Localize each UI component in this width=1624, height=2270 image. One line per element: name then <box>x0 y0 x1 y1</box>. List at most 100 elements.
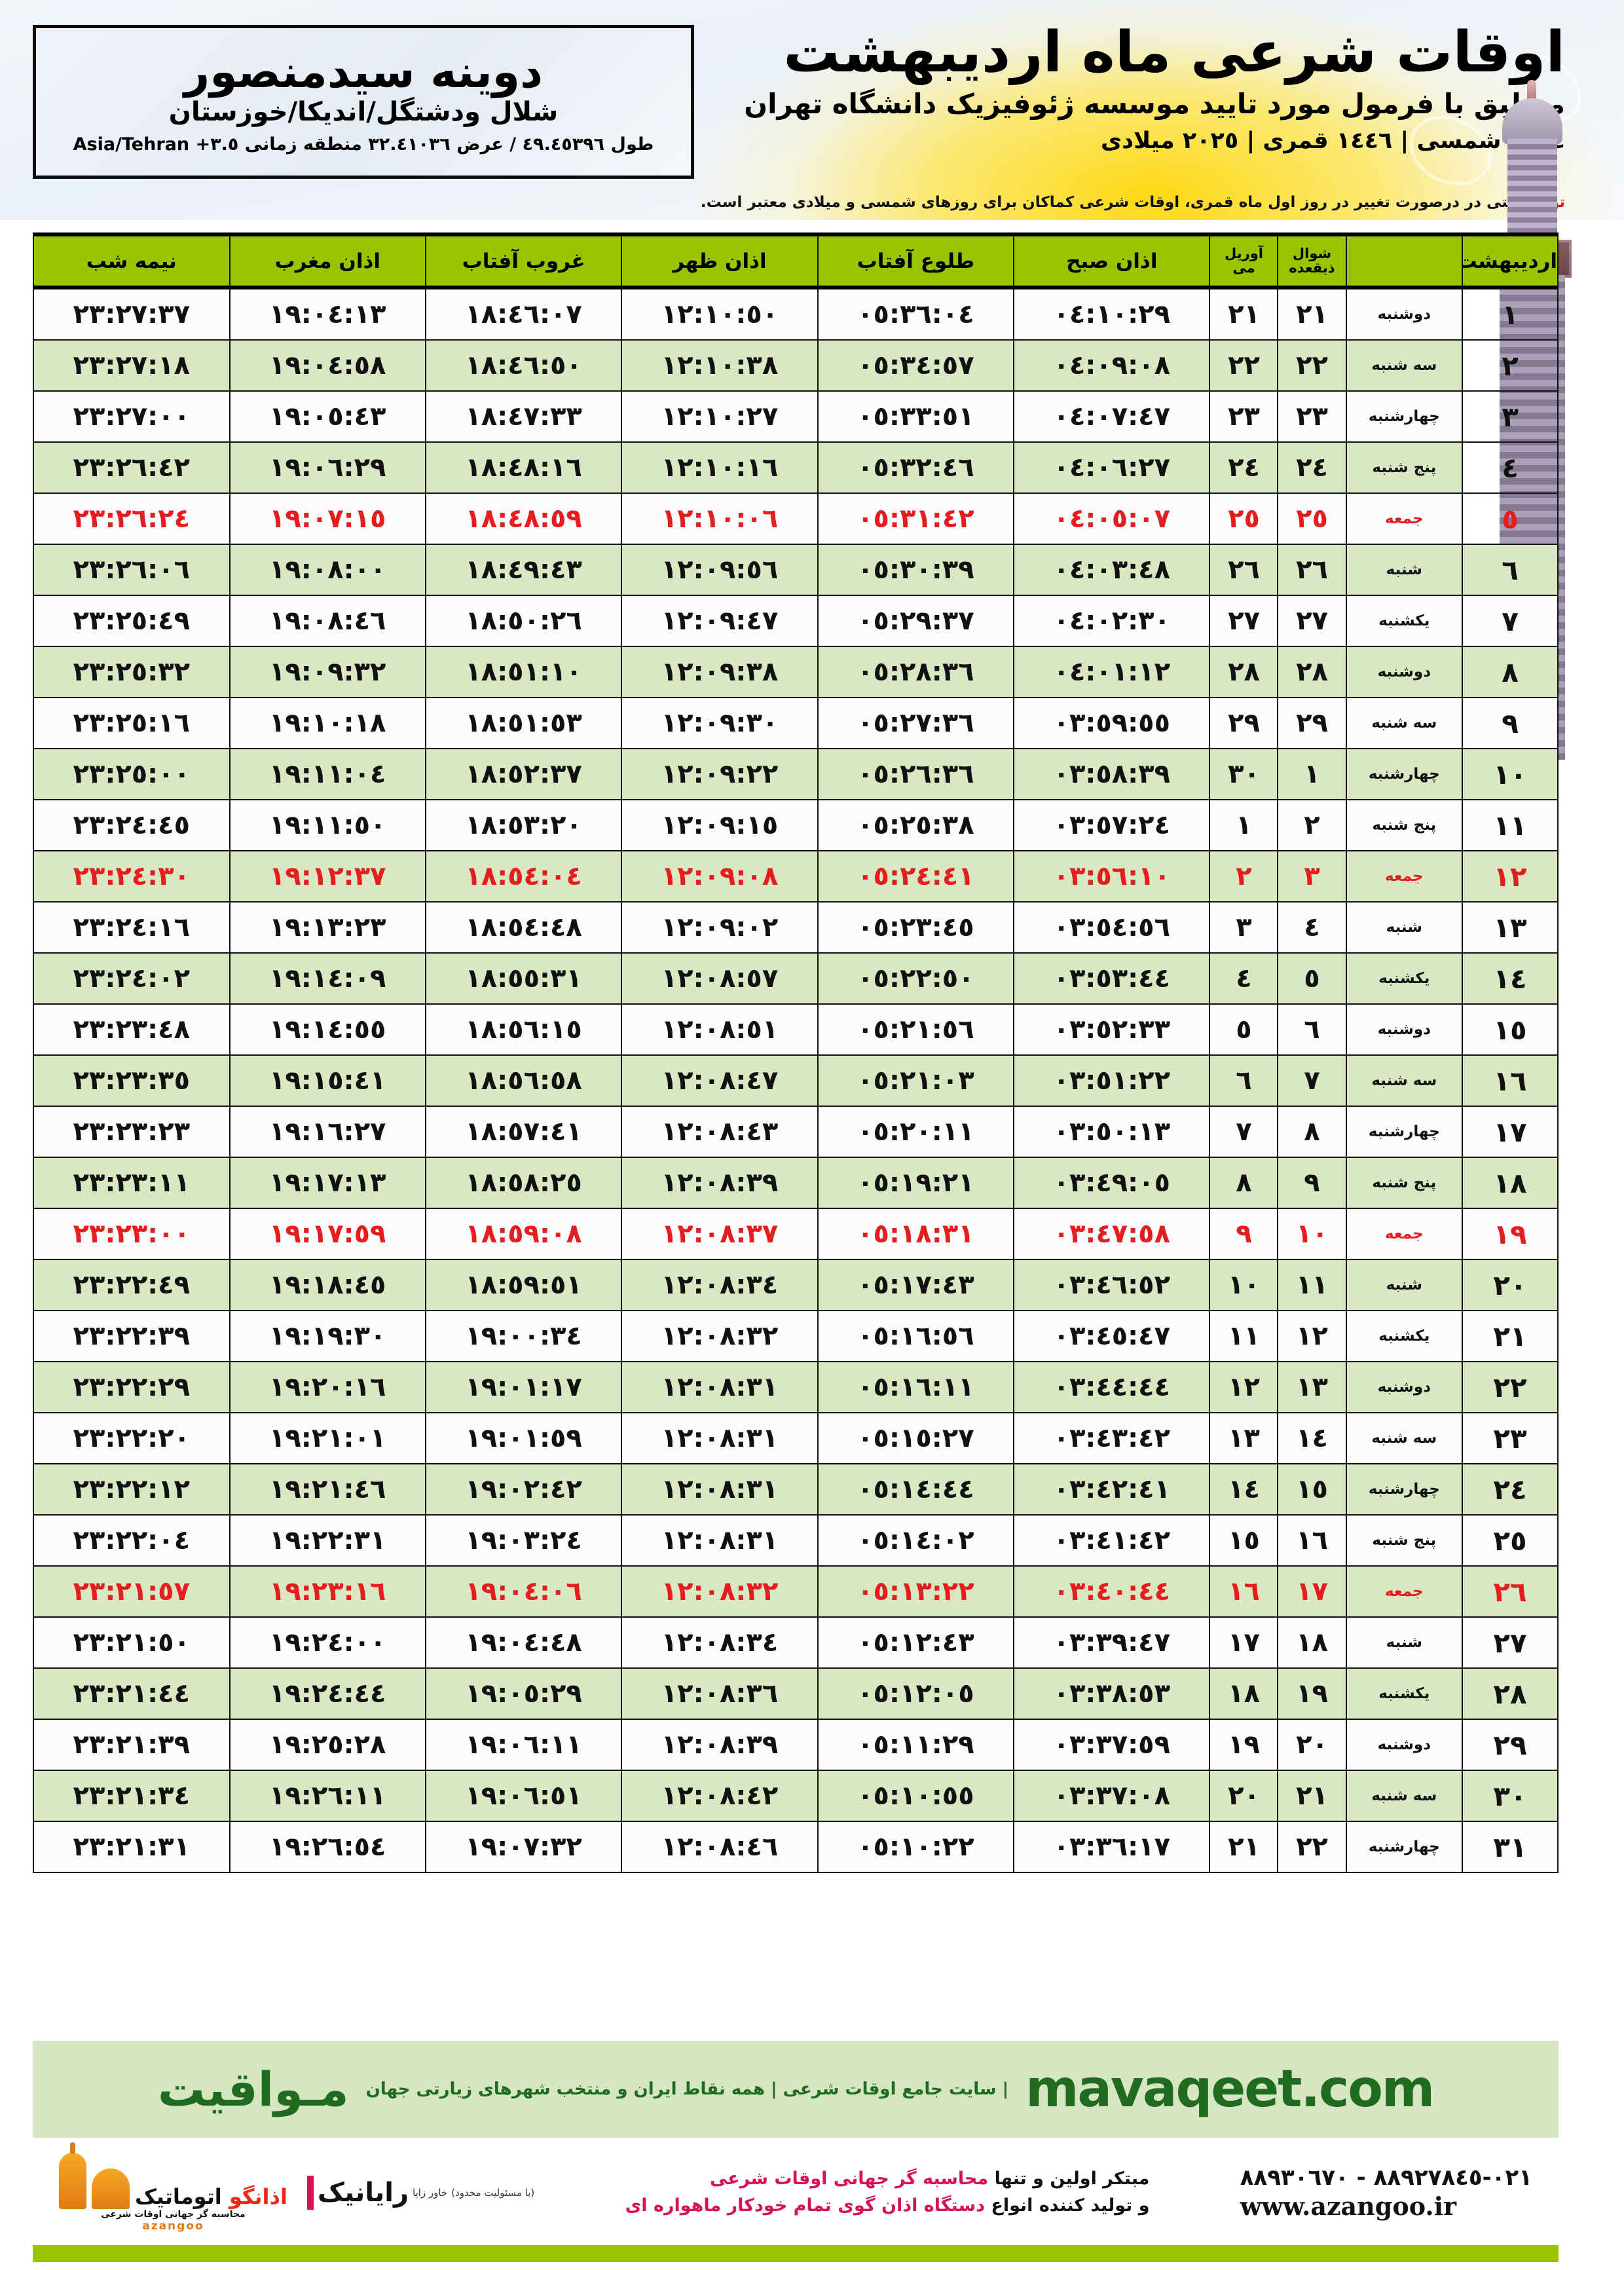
cell-fajr: ٠٣:٥٢:٣٣ <box>1013 1003 1211 1056</box>
cell-maghrib: ١٩:٢٣:١٦ <box>229 1565 426 1618</box>
cell-sunset: ١٨:٤٦:٥٠ <box>424 339 623 392</box>
cell-qamari: ١٠ <box>1277 1208 1347 1260</box>
table-row: ٢١ یکشنبه ١٢ ١١ ٠٣:٤٥:٤٧ ٠٥:١٦:٥٦ ١٢:٠٨:٣٢ ١٩:٠… <box>33 1310 1559 1362</box>
cell-fajr: ٠٣:٤٣:٤٢ <box>1013 1412 1211 1464</box>
cell-dhuhr: ١٢:٠٨:٤٢ <box>621 1770 819 1822</box>
contact-website[interactable]: www.azangoo.ir <box>1240 2191 1457 2222</box>
cell-dhuhr: ١٢:٠٩:١٥ <box>621 799 819 851</box>
cell-fajr: ٠٣:٥٧:٢٤ <box>1013 799 1211 851</box>
cell-maghrib: ١٩:١٤:٠٩ <box>229 952 426 1005</box>
cell-midnight: ٢٣:٢٦:٠٦ <box>33 544 231 596</box>
cell-miladi: ٩ <box>1209 1208 1279 1260</box>
table-row: ١٥ دوشنبه ٦ ٥ ٠٣:٥٢:٣٣ ٠٥:٢١:٥٦ ١٢:٠٨:٥١ ١٨:٥٦:… <box>33 1003 1559 1056</box>
col-header-miladi-may: می <box>1232 259 1255 276</box>
cell-maghrib: ١٩:٠٤:٥٨ <box>229 339 426 392</box>
col-header-qamari-dhulqada: ذیقعده <box>1289 259 1335 276</box>
cell-sunset: ١٨:٥٤:٤٨ <box>424 901 623 954</box>
cell-fajr: ٠٣:٤٠:٤٤ <box>1013 1565 1211 1618</box>
cell-dhuhr: ١٢:٠٨:٣٤ <box>621 1616 819 1669</box>
cell-qamari: ١٢ <box>1277 1310 1347 1362</box>
cell-fajr: ٠٣:٣٧:٥٩ <box>1013 1719 1211 1771</box>
cell-miladi: ٢٨ <box>1209 646 1279 698</box>
cell-miladi: ١٣ <box>1209 1412 1279 1464</box>
table-row: ٥ جمعه ٢٥ ٢٥ ٠٤:٠٥:٠٧ ٠٥:٣١:٤٢ ١٢:١٠:٠٦ ١٨:٤٨:٥… <box>33 493 1559 545</box>
page-banner: اوقات شرعی ماه اردیبهشت منطبق با فرمول م… <box>0 0 1624 220</box>
cell-qamari: ١٤ <box>1277 1412 1347 1464</box>
cell-sunrise: ٠٥:١٤:٤٤ <box>817 1463 1015 1516</box>
table-row: ٢٤ چهارشنبه ١٥ ١٤ ٠٣:٤٢:٤١ ٠٥:١٤:٤٤ ١٢:٠٨:٣١ ١٩… <box>33 1463 1559 1516</box>
cell-sunrise: ٠٥:١٠:٢٢ <box>817 1821 1015 1873</box>
cell-weekday: سه شنبه <box>1345 1770 1464 1822</box>
cell-sunrise: ٠٥:٢٥:٣٨ <box>817 799 1015 851</box>
cell-dhuhr: ١٢:٠٨:٣١ <box>621 1514 819 1567</box>
cell-weekday: دوشنبه <box>1345 1361 1464 1413</box>
cell-miladi: ٢٢ <box>1209 339 1279 392</box>
cell-qamari: ٢٠ <box>1277 1719 1347 1771</box>
sponsor-logos: (با مسئولیت محدود) خاور زاپا رایانیک اذا… <box>59 2142 534 2233</box>
cell-sunset: ١٨:٥٠:٢٦ <box>424 595 623 647</box>
cell-dhuhr: ١٢:٠٨:٣٩ <box>621 1719 819 1771</box>
cell-shamsi-day: ٥ <box>1462 493 1559 545</box>
table-row: ٩ سه شنبه ٢٩ ٢٩ ٠٣:٥٩:٥٥ ٠٥:٢٧:٣٦ ١٢:٠٩:٣٠ ١٨:٥… <box>33 697 1559 749</box>
cell-weekday: شنبه <box>1345 1616 1464 1669</box>
cell-sunrise: ٠٥:٣٣:٥١ <box>817 390 1015 443</box>
cell-maghrib: ١٩:١١:٥٠ <box>229 799 426 851</box>
table-row: ١١ پنج شنبه ٢ ١ ٠٣:٥٧:٢٤ ٠٥:٢٥:٣٨ ١٢:٠٩:١٥ ١٨:٥… <box>33 799 1559 851</box>
col-header-qamari: شوال ذیقعده <box>1277 233 1347 289</box>
brand-website-en[interactable]: mavaqeet.com <box>1025 2060 1435 2119</box>
cell-weekday: پنج شنبه <box>1345 1157 1464 1209</box>
cell-shamsi-day: ١٦ <box>1462 1054 1559 1107</box>
table-body: ١ دوشنبه ٢١ ٢١ ٠٤:١٠:٢٩ ٠٥:٣٦:٠٤ ١٢:١٠:٥٠ ١٨:٤٦… <box>33 287 1559 1873</box>
cell-dhuhr: ١٢:١٠:٣٨ <box>621 339 819 392</box>
cell-shamsi-day: ١٥ <box>1462 1003 1559 1056</box>
cell-maghrib: ١٩:٢٦:٥٤ <box>229 1821 426 1873</box>
cell-shamsi-day: ١٤ <box>1462 952 1559 1005</box>
cell-qamari: ٢٨ <box>1277 646 1347 698</box>
cell-sunset: ١٩:٠٤:٠٦ <box>424 1565 623 1618</box>
cell-maghrib: ١٩:٠٩:٣٢ <box>229 646 426 698</box>
cell-sunset: ١٩:٠٦:٥١ <box>424 1770 623 1822</box>
cell-dhuhr: ١٢:٠٨:٤٦ <box>621 1821 819 1873</box>
important-note: توجه: حتی در درصورت تغییر در روز اول ماه… <box>39 194 1565 211</box>
cell-shamsi-day: ١ <box>1462 287 1559 341</box>
cell-fajr: ٠٣:٥٦:١٠ <box>1013 850 1211 902</box>
cell-miladi: ١ <box>1209 799 1279 851</box>
cell-sunset: ١٨:٤٨:١٦ <box>424 441 623 494</box>
cell-sunrise: ٠٥:١٩:٢١ <box>817 1157 1015 1209</box>
cell-maghrib: ١٩:٢١:٠١ <box>229 1412 426 1464</box>
cell-miladi: ١١ <box>1209 1310 1279 1362</box>
cell-sunrise: ٠٥:٣٠:٣٩ <box>817 544 1015 596</box>
cell-shamsi-day: ١٢ <box>1462 850 1559 902</box>
cell-sunrise: ٠٥:٣١:٤٢ <box>817 493 1015 545</box>
cell-fajr: ٠٣:٣٩:٤٧ <box>1013 1616 1211 1669</box>
cell-shamsi-day: ٢٧ <box>1462 1616 1559 1669</box>
cell-miladi: ٢٤ <box>1209 441 1279 494</box>
azangoo-name: اذانگو اتوماتیک <box>135 2184 287 2209</box>
cell-sunset: ١٨:٥٦:٥٨ <box>424 1054 623 1107</box>
cell-fajr: ٠٣:٤٤:٤٤ <box>1013 1361 1211 1413</box>
cell-sunrise: ٠٥:٢٧:٣٦ <box>817 697 1015 749</box>
table-row: ١٠ چهارشنبه ١ ٣٠ ٠٣:٥٨:٣٩ ٠٥:٢٦:٣٦ ١٢:٠٩:٢٢ ١٨:… <box>33 748 1559 800</box>
cell-shamsi-day: ٢٢ <box>1462 1361 1559 1413</box>
cell-qamari: ١٣ <box>1277 1361 1347 1413</box>
table-row: ١٩ جمعه ١٠ ٩ ٠٣:٤٧:٥٨ ٠٥:١٨:٣١ ١٢:٠٨:٣٧ ١٨:٥٩:٠… <box>33 1208 1559 1260</box>
cell-fajr: ٠٤:٠٣:٤٨ <box>1013 544 1211 596</box>
col-header-qamari-shawwal: شوال <box>1292 246 1332 262</box>
table-row: ١٣ شنبه ٤ ٣ ٠٣:٥٤:٥٦ ٠٥:٢٣:٤٥ ١٢:٠٩:٠٢ ١٨:٥٤:٤٨… <box>33 901 1559 954</box>
cell-qamari: ١٩ <box>1277 1667 1347 1720</box>
location-box: دوینه سیدمنصور شلال ودشتگل/اندیکا/خوزستا… <box>33 25 694 179</box>
cell-dhuhr: ١٢:١٠:٠٦ <box>621 493 819 545</box>
cell-miladi: ١٥ <box>1209 1514 1279 1567</box>
cell-qamari: ٤ <box>1277 901 1347 954</box>
cell-shamsi-day: ١٧ <box>1462 1106 1559 1158</box>
cell-midnight: ٢٣:٢١:٣٤ <box>33 1770 231 1822</box>
cell-shamsi-day: ٢٠ <box>1462 1259 1559 1311</box>
cell-dhuhr: ١٢:٠٨:٣٦ <box>621 1667 819 1720</box>
table-header-row: اردیبهشت شوال ذیقعده آوریل می اذان صبح ط… <box>33 233 1559 289</box>
cell-dhuhr: ١٢:٠٨:٣١ <box>621 1412 819 1464</box>
col-header-miladi: آوریل می <box>1209 233 1279 289</box>
table-row: ١ دوشنبه ٢١ ٢١ ٠٤:١٠:٢٩ ٠٥:٣٦:٠٤ ١٢:١٠:٥٠ ١٨:٤٦… <box>33 287 1559 341</box>
brand-tagline: | سایت جامع اوقات شرعی | همه نقاط ایران … <box>365 2079 1009 2099</box>
cell-sunrise: ٠٥:٢٣:٤٥ <box>817 901 1015 954</box>
cell-midnight: ٢٣:٢٣:٣٥ <box>33 1054 231 1107</box>
